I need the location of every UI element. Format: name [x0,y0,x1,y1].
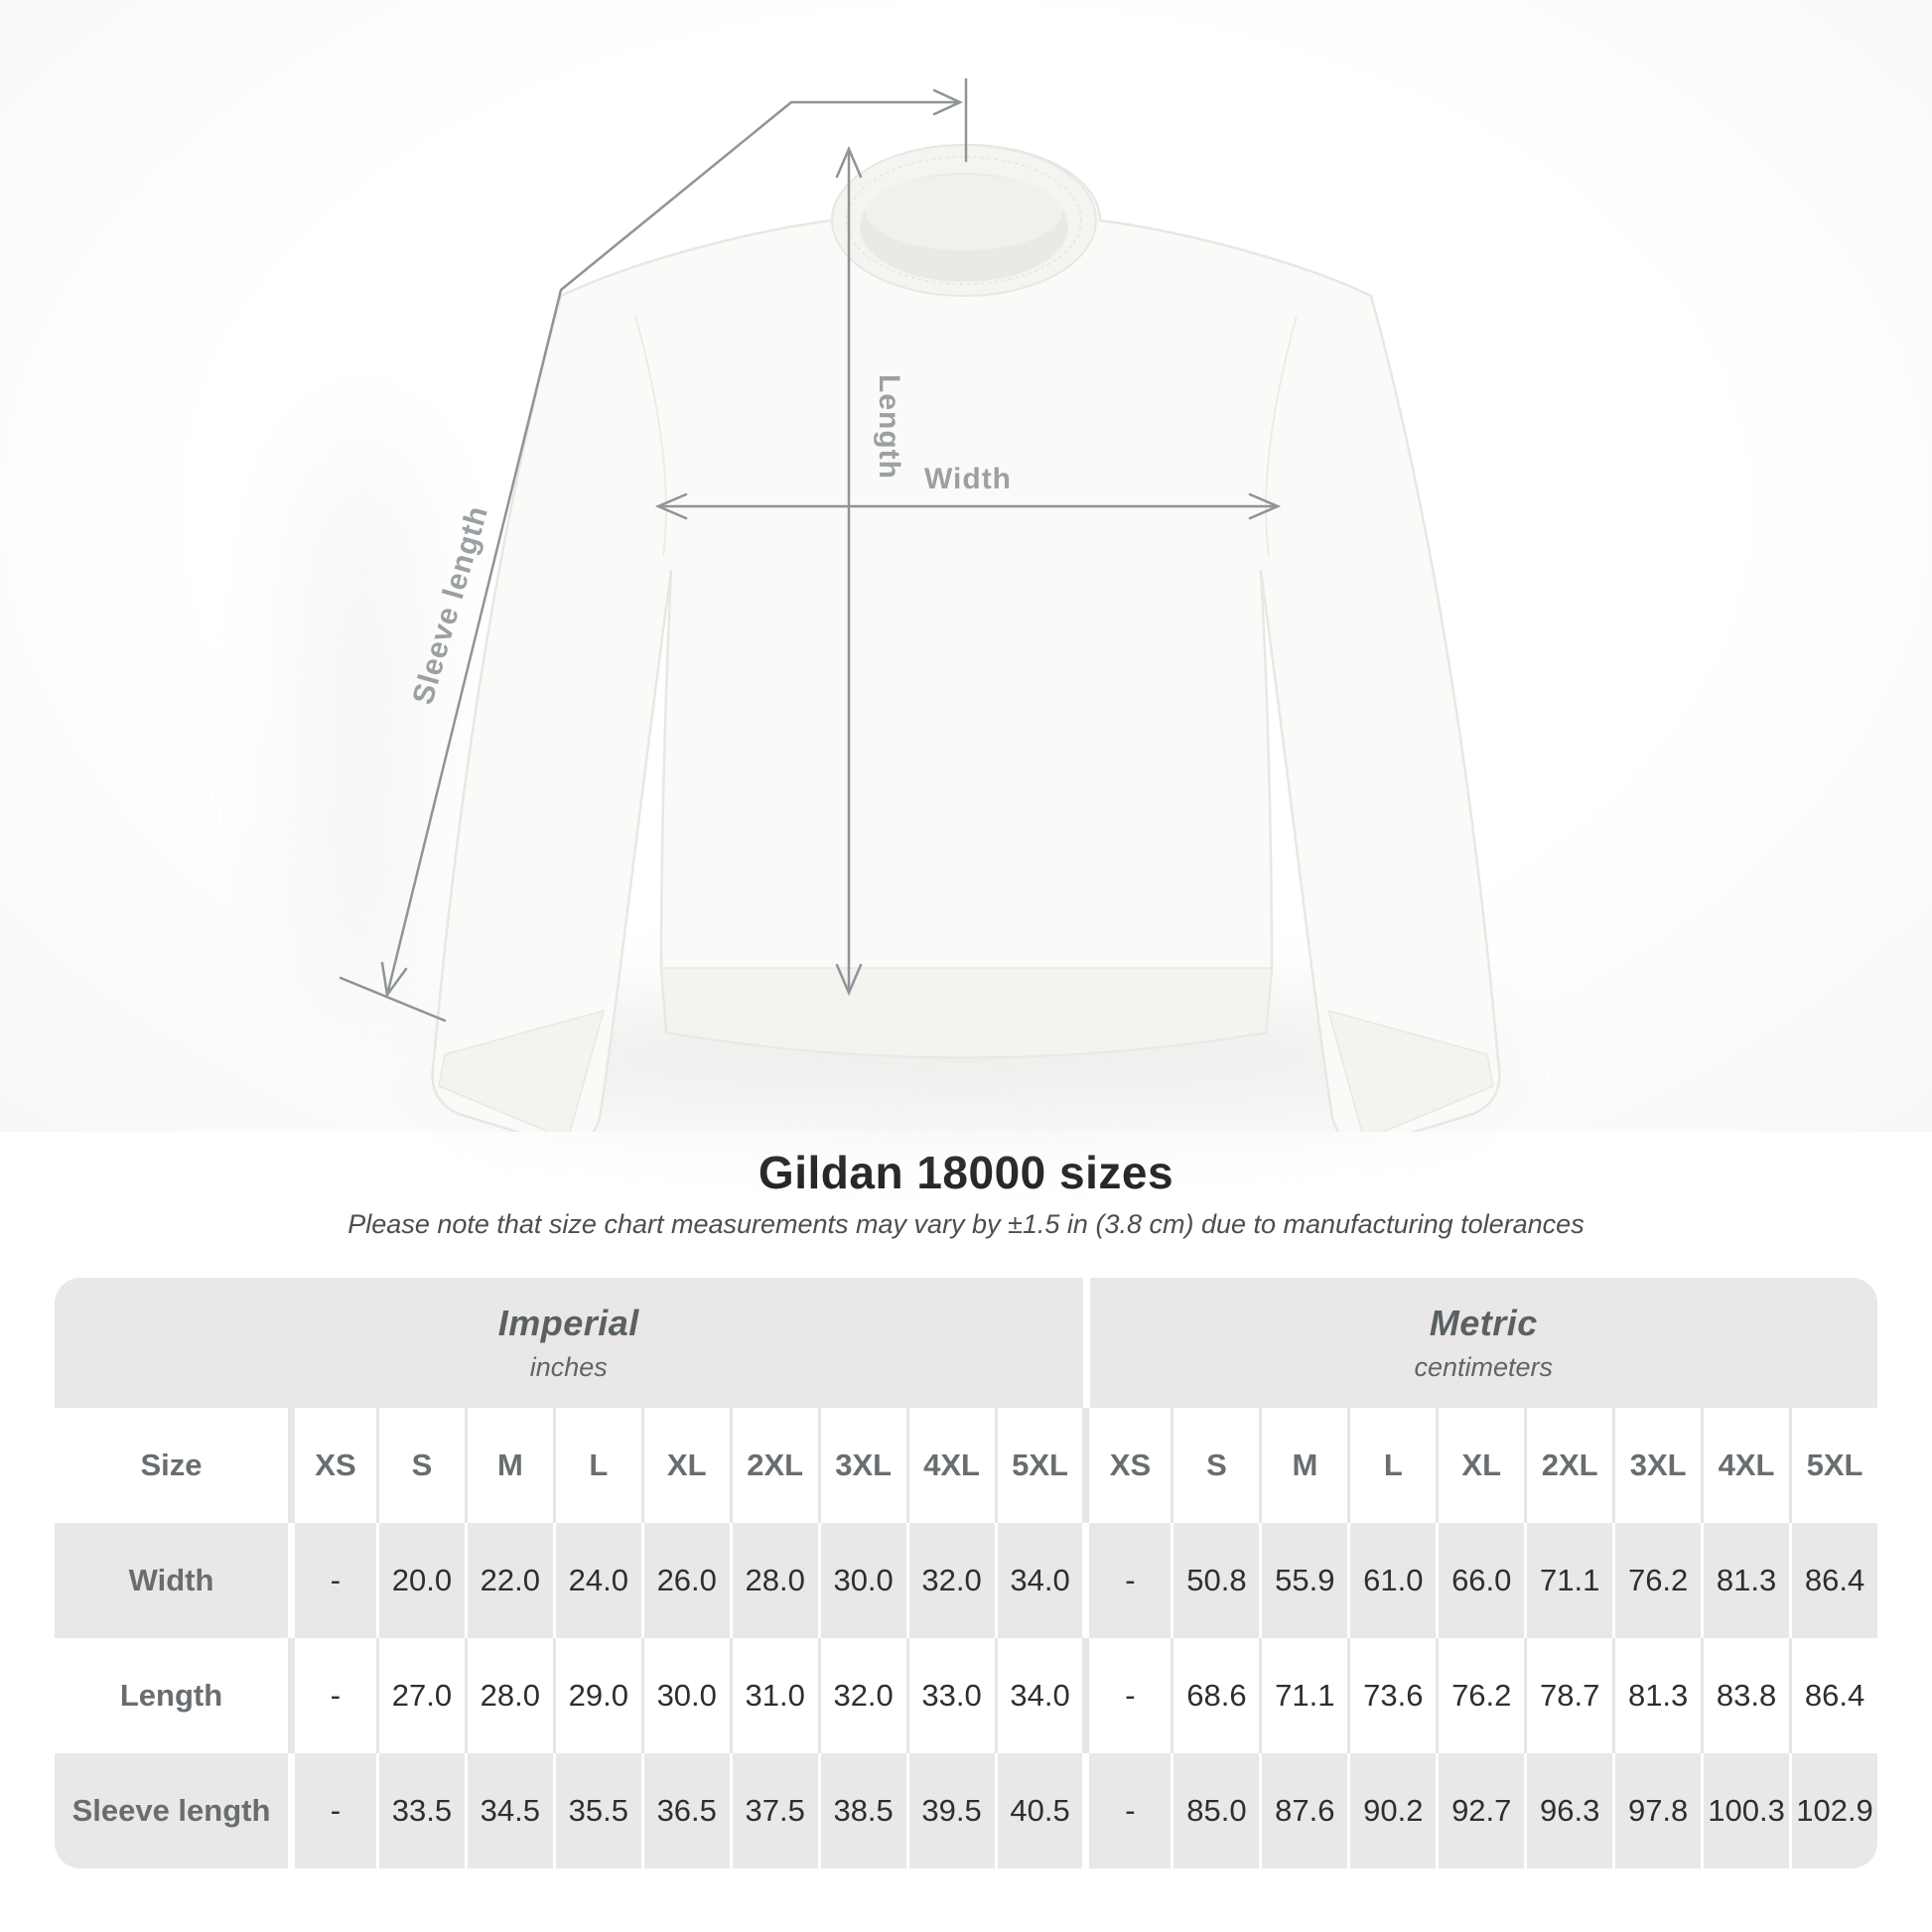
value-cell: 33.0 [905,1638,995,1753]
row-label: Width [55,1523,288,1638]
value-cell: 27.0 [375,1638,465,1753]
value-cell: 92.7 [1436,1753,1525,1868]
size-cell: 5XL [1789,1408,1877,1523]
value-cell: 55.9 [1259,1523,1348,1638]
value-cell: 31.0 [729,1638,818,1753]
value-cell: 102.9 [1789,1753,1877,1868]
value-cell: 86.4 [1789,1523,1877,1638]
sleeve-length-arrow [339,77,968,1023]
size-cell: L [1347,1408,1436,1523]
size-cell: 3XL [1612,1408,1701,1523]
size-cell: XS [1082,1408,1171,1523]
sweatshirt-illustration [431,143,1501,1132]
table-row-sleeve-length: Sleeve length - 33.5 34.5 35.5 36.5 37.5… [55,1753,1877,1868]
value-cell: 76.2 [1612,1523,1702,1638]
value-cell: 20.0 [375,1523,465,1638]
value-cell: 40.5 [994,1753,1083,1868]
size-cell: XS [288,1408,376,1523]
value-cell: 76.2 [1436,1638,1524,1753]
imperial-header: Imperial inches [55,1278,1083,1408]
value-cell: 34.0 [994,1638,1083,1753]
product-photo-section: Length Width Sleeve length [0,0,1932,1132]
value-cell: 29.0 [552,1638,641,1753]
tolerance-note: Please note that size chart measurements… [347,1209,1585,1239]
imperial-title: Imperial [497,1303,639,1343]
size-column-header: Size [140,1448,203,1482]
value-cell: 71.1 [1524,1523,1613,1638]
value-cell: 96.3 [1524,1753,1613,1868]
value-cell: - [288,1638,376,1753]
row-label: Length [119,1678,223,1713]
value-cell: 100.3 [1701,1753,1790,1868]
row-label: Sleeve length [55,1753,288,1868]
size-cell: 5XL [994,1408,1083,1523]
value-cell: 66.0 [1436,1523,1525,1638]
value-cell: 50.8 [1171,1523,1260,1638]
metric-subtitle: centimeters [1414,1352,1554,1382]
imperial-subtitle: inches [529,1352,608,1382]
table-row-width: Width - 20.0 22.0 24.0 26.0 28.0 30.0 32… [55,1523,1877,1638]
size-table: Imperial inches Metric centimeters Size … [55,1278,1877,1868]
value-cell: - [288,1523,376,1638]
value-cell: 26.0 [640,1523,730,1638]
value-cell: 81.3 [1612,1638,1701,1753]
length-label: Length [873,374,905,480]
value-cell: 81.3 [1701,1523,1790,1638]
size-cell: 4XL [905,1408,995,1523]
value-cell: 83.8 [1701,1638,1789,1753]
sweatshirt-measurement-diagram: Length Width Sleeve length [339,77,1501,1132]
length-arrow [835,145,863,997]
value-cell: - [288,1753,376,1868]
width-label: Width [924,463,1012,495]
width-arrow [654,492,1282,520]
value-cell: 32.0 [905,1523,995,1638]
value-cell: 34.5 [464,1753,553,1868]
value-cell: - [1082,1638,1171,1753]
value-cell: 30.0 [817,1523,906,1638]
table-row-length: Length - 27.0 28.0 29.0 30.0 31.0 32.0 3… [55,1638,1877,1753]
value-cell: 22.0 [464,1523,553,1638]
size-cell: 4XL [1701,1408,1789,1523]
metric-header: Metric centimeters [1082,1278,1877,1408]
value-cell: 71.1 [1259,1638,1347,1753]
value-cell: 85.0 [1171,1753,1260,1868]
size-cell: 3XL [817,1408,906,1523]
value-cell: 86.4 [1789,1638,1877,1753]
value-cell: 24.0 [552,1523,641,1638]
value-cell: 30.0 [640,1638,730,1753]
value-cell: 61.0 [1347,1523,1437,1638]
size-cell: XL [1436,1408,1524,1523]
size-cell: M [464,1408,553,1523]
metric-title: Metric [1429,1303,1538,1343]
value-cell: 36.5 [640,1753,730,1868]
value-cell: 68.6 [1171,1638,1259,1753]
value-cell: 28.0 [464,1638,553,1753]
size-header-row: Size XS S M L XL 2XL 3XL 4XL 5XL XS S M … [55,1408,1877,1523]
size-cell: M [1259,1408,1347,1523]
caption-block: Gildan 18000 sizes Please note that size… [0,1146,1932,1240]
size-cell: S [375,1408,465,1523]
size-cell: 2XL [1524,1408,1612,1523]
size-chart-title: Gildan 18000 sizes [758,1147,1174,1198]
size-cell: XL [640,1408,730,1523]
size-cell: L [552,1408,641,1523]
value-cell: 78.7 [1524,1638,1612,1753]
value-cell: 34.0 [994,1523,1083,1638]
value-cell: 28.0 [729,1523,818,1638]
value-cell: - [1082,1753,1172,1868]
value-cell: 87.6 [1259,1753,1348,1868]
value-cell: 97.8 [1612,1753,1702,1868]
value-cell: 37.5 [729,1753,818,1868]
value-cell: 90.2 [1347,1753,1437,1868]
value-cell: 73.6 [1347,1638,1436,1753]
value-cell: 33.5 [375,1753,465,1868]
value-cell: 38.5 [817,1753,906,1868]
value-cell: 35.5 [552,1753,641,1868]
unit-header-row: Imperial inches Metric centimeters [55,1278,1877,1408]
value-cell: 39.5 [905,1753,995,1868]
value-cell: 32.0 [817,1638,906,1753]
size-cell: 2XL [729,1408,818,1523]
value-cell: - [1082,1523,1172,1638]
size-cell: S [1171,1408,1259,1523]
